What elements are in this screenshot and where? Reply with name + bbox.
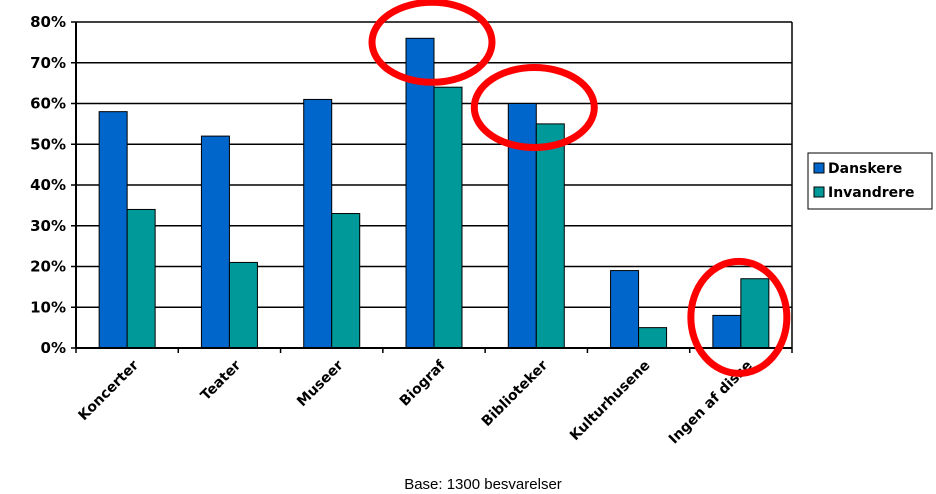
legend-box [807, 152, 933, 210]
highlight-circle-ingen-af-disse [687, 257, 791, 377]
x-category-label: Teater [198, 357, 245, 404]
y-axis: 0% 10% 20% 30% 40% 50% 60% 70% 80% [30, 13, 77, 357]
highlight-circle-biograf [368, 0, 496, 86]
bar-invandrere-kulturhusene [638, 327, 668, 349]
y-tick-label: 10% [30, 298, 66, 316]
x-category-label: Kulturhusene [567, 358, 653, 444]
bar-invandrere-teater [228, 261, 258, 349]
y-tick-label: 30% [30, 217, 66, 235]
bar-danskere-kulturhusene [610, 270, 640, 349]
x-category-label: Koncerter [76, 357, 143, 424]
y-tick-label: 60% [30, 95, 66, 113]
bar-danskere-koncerter [98, 111, 128, 349]
legend-swatch-danskere [813, 162, 825, 174]
bar-invandrere-ingen-af-disse [740, 278, 770, 349]
bar-danskere-biblioteker [507, 103, 537, 349]
bar-invandrere-koncerter [126, 208, 156, 349]
base-footnote: Base: 1300 besvarelser [404, 476, 562, 493]
x-category-label: Biblioteker [479, 357, 551, 429]
bar-danskere-museer [303, 98, 333, 349]
y-tick-label: 70% [30, 54, 66, 72]
y-tick-label: 40% [30, 176, 66, 194]
bar-invandrere-museer [331, 213, 361, 349]
bar-danskere-biograf [405, 37, 435, 349]
bar-invandrere-biblioteker [535, 123, 565, 349]
legend: Danskere Invandrere [807, 152, 933, 210]
y-tick-label: 0% [41, 339, 66, 357]
highlight-circles [368, 0, 791, 377]
x-axis: Koncerter Teater Museer Biograf Biblioteker K… [75, 347, 793, 447]
y-tick-label: 50% [30, 135, 66, 153]
bar-invandrere-biograf [433, 86, 463, 349]
legend-label-danskere: Danskere [828, 161, 902, 177]
y-tick-label: 20% [30, 258, 66, 276]
bar-danskere-ingen-af-disse [712, 314, 742, 349]
y-tick-label: 80% [30, 13, 66, 31]
bars [98, 37, 770, 349]
highlight-circle-biblioteker [470, 64, 598, 151]
bar-danskere-teater [200, 135, 230, 349]
legend-swatch-invandrere [813, 186, 825, 198]
x-category-label: Biograf [397, 357, 450, 410]
legend-label-invandrere: Invandrere [828, 185, 915, 201]
x-category-label: Museer [294, 357, 346, 409]
